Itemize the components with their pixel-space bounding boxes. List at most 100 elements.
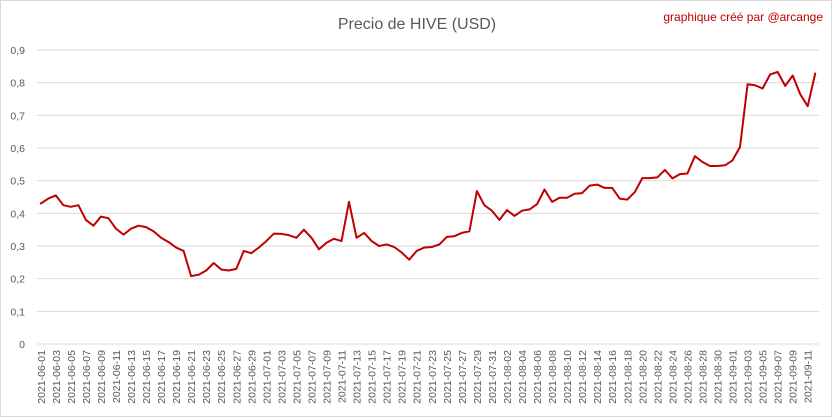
x-axis: 2021-06-01 2021-06-03 2021-06-05 2021-06-07… [36, 350, 815, 404]
data-point [258, 246, 260, 249]
data-point [536, 203, 538, 205]
data-point [769, 73, 771, 76]
data-point [370, 240, 373, 242]
x-tick-label: 2021-09-03 [743, 350, 755, 404]
y-tick-label: 0,7 [10, 110, 25, 122]
x-tick-label: 2021-07-31 [487, 350, 499, 404]
x-tick-label: 2021-07-07 [306, 350, 318, 404]
data-point [227, 269, 230, 272]
data-point [626, 198, 629, 201]
x-tick-label: 2021-06-17 [156, 350, 168, 404]
data-point [145, 226, 147, 228]
y-tick-label: 0,9 [10, 45, 25, 57]
data-point [491, 209, 493, 212]
y-tick-label: 0 [19, 339, 25, 351]
data-point [220, 268, 222, 271]
x-tick-label: 2021-06-05 [66, 350, 78, 404]
data-point [446, 236, 448, 238]
x-tick-label: 2021-08-28 [697, 350, 709, 404]
data-point [423, 246, 426, 249]
data-point [679, 173, 681, 175]
y-tick-label: 0,2 [10, 274, 25, 286]
data-point [40, 202, 42, 205]
x-tick-label: 2021-06-07 [81, 350, 93, 404]
data-point [656, 176, 659, 179]
x-tick-label: 2021-06-01 [36, 350, 48, 404]
x-tick-label: 2021-07-05 [291, 350, 303, 404]
x-tick-label: 2021-07-25 [442, 350, 454, 404]
x-tick-label: 2021-09-07 [773, 350, 785, 404]
y-tick-label: 0,8 [10, 78, 25, 90]
x-tick-label: 2021-08-20 [637, 350, 649, 404]
data-point [355, 237, 358, 239]
x-tick-label: 2021-08-22 [652, 350, 664, 404]
data-point [190, 275, 192, 277]
data-point [303, 228, 305, 231]
data-point [115, 227, 117, 230]
x-tick-label: 2021-06-25 [216, 350, 228, 404]
x-tick-label: 2021-06-11 [111, 350, 123, 403]
x-tick-label: 2021-06-21 [186, 350, 198, 404]
x-tick-label: 2021-08-10 [562, 350, 574, 404]
x-tick-label: 2021-06-09 [96, 350, 108, 404]
x-tick-label: 2021-06-27 [231, 350, 243, 404]
x-tick-label: 2021-06-23 [201, 350, 213, 404]
data-point [566, 196, 568, 199]
x-tick-label: 2021-09-09 [788, 350, 800, 404]
data-point [686, 172, 689, 175]
data-point [776, 71, 779, 73]
data-point [408, 258, 411, 261]
data-point [107, 217, 110, 219]
data-point [62, 204, 65, 206]
data-point [528, 208, 531, 211]
y-axis: 0 0,1 0,2 0,3 0,4 0,5 0,6 0,7 0,8 0,9 [10, 45, 25, 351]
data-point [77, 204, 80, 206]
data-point [739, 146, 741, 148]
data-point [47, 197, 50, 200]
data-point [784, 85, 786, 87]
data-point [348, 201, 350, 203]
data-point [378, 245, 380, 247]
data-point [641, 177, 644, 179]
y-tick-label: 0,3 [10, 241, 25, 253]
data-point [634, 191, 636, 193]
data-point [806, 105, 809, 107]
data-point [310, 237, 313, 239]
data-point [212, 262, 215, 264]
data-point [243, 250, 245, 252]
x-tick-label: 2021-07-03 [276, 350, 288, 404]
chart-credit: graphique créé par @arcange [663, 10, 823, 24]
data-point [265, 240, 268, 242]
data-point [716, 165, 719, 167]
y-tick-label: 0,4 [10, 208, 25, 220]
data-point [724, 164, 726, 167]
data-point [596, 183, 598, 186]
data-point [709, 165, 711, 167]
x-tick-label: 2021-08-06 [532, 350, 544, 404]
data-point [506, 209, 508, 211]
x-tick-label: 2021-07-29 [472, 350, 484, 404]
x-tick-label: 2021-08-24 [667, 350, 679, 404]
data-point [521, 209, 523, 212]
x-tick-label: 2021-08-02 [502, 350, 514, 404]
data-point [415, 250, 418, 252]
x-tick-label: 2021-06-13 [126, 350, 138, 404]
data-point [55, 194, 57, 197]
data-point [694, 155, 696, 157]
x-tick-label: 2021-08-14 [592, 350, 604, 404]
x-tick-label: 2021-07-13 [352, 350, 364, 404]
data-point [280, 233, 283, 235]
data-point [85, 219, 87, 221]
price-series-line [39, 70, 817, 278]
x-tick-label: 2021-08-26 [682, 350, 694, 404]
chart-title: Precio de HIVE (USD) [338, 16, 496, 33]
x-tick-label: 2021-06-19 [171, 350, 183, 404]
data-point [461, 232, 463, 234]
data-point [122, 233, 125, 236]
data-point [814, 72, 816, 75]
x-tick-label: 2021-08-30 [712, 350, 724, 404]
series-group [39, 70, 817, 278]
data-point [70, 206, 72, 208]
data-point [513, 215, 516, 217]
data-point [197, 273, 200, 276]
